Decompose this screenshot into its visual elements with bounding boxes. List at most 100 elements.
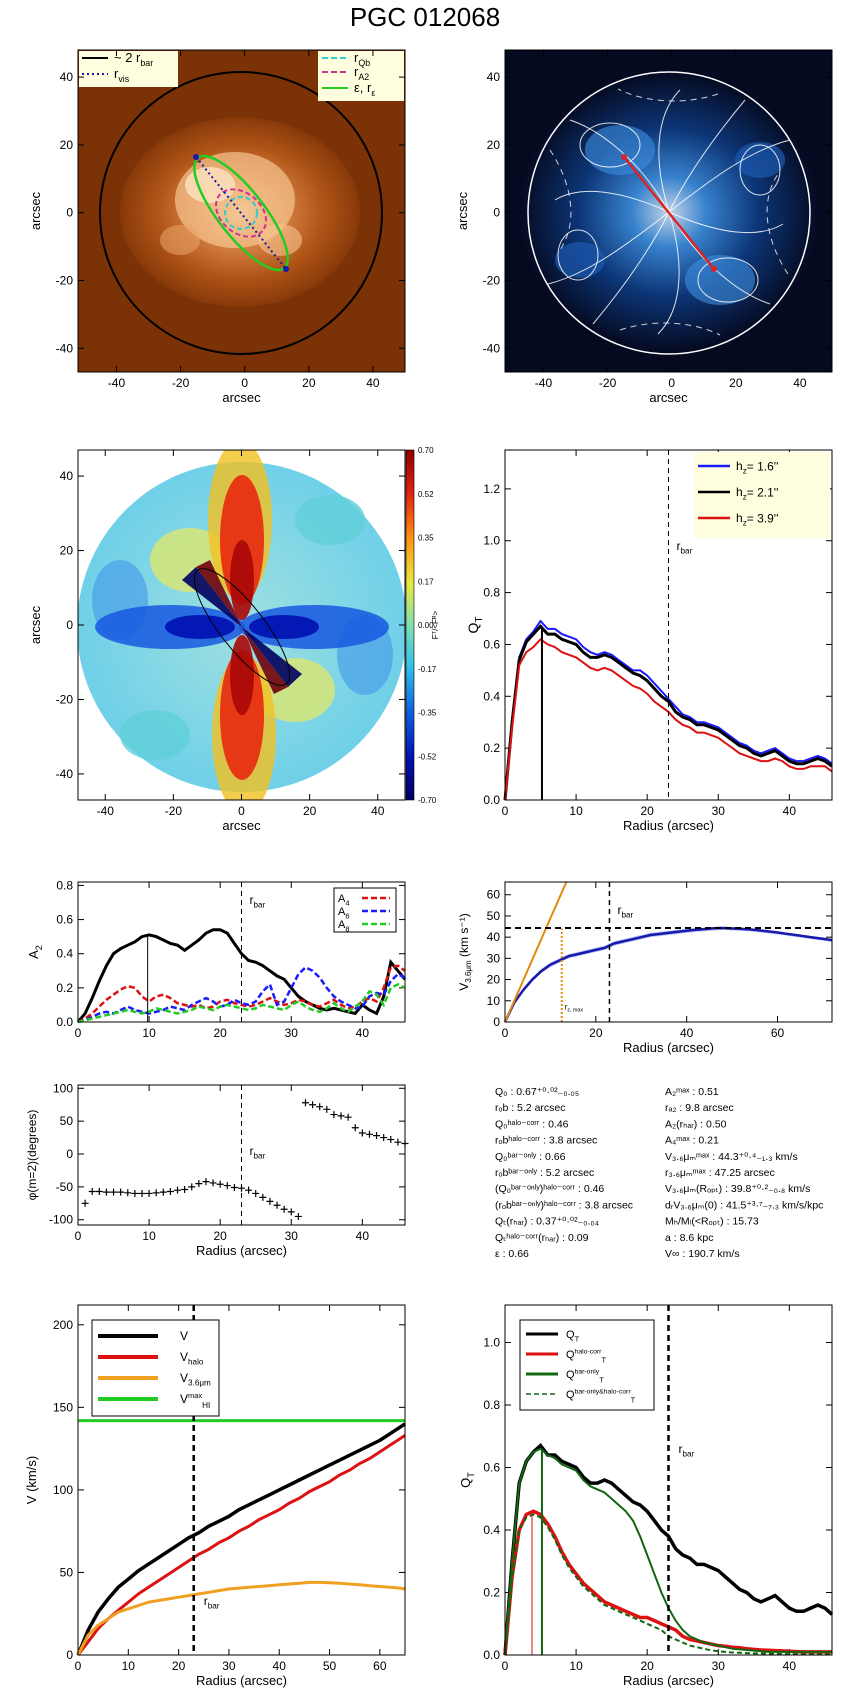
- x-tick-label: 0: [75, 1659, 82, 1673]
- y-tick-label: 50: [487, 909, 501, 923]
- plot-frame: [504, 449, 833, 801]
- y-tick-label: 100: [53, 1483, 73, 1497]
- y-tick-label: 0: [66, 1648, 73, 1662]
- two-rbar-circle: [99, 71, 383, 355]
- param-left: Qₜ(rₕₐᵣ) : 0.37⁺⁰·⁰²₋₀.₀₄: [495, 1216, 599, 1228]
- y-tick-label: 0.0: [483, 1648, 500, 1662]
- phase-point: [174, 1186, 182, 1194]
- r-bar-label: rbar: [250, 893, 266, 910]
- x-tick-label: 20: [729, 376, 743, 390]
- y-tick-label: 0: [66, 1147, 73, 1161]
- y-tick-label: 40: [487, 70, 501, 84]
- param-right: V∞ : 190.7 km/s: [665, 1248, 740, 1260]
- legend-label: Qbar-only&halo-corrT: [566, 1389, 636, 1405]
- series-line: [503, 624, 833, 801]
- y-tick-label: 0.2: [483, 1586, 500, 1600]
- x-tick-label: 60: [771, 1026, 785, 1040]
- y-tick-label: 0.8: [56, 878, 73, 892]
- x-tick-label: 10: [122, 1659, 136, 1673]
- x-tick-label: 0: [668, 376, 675, 390]
- plot-frame: [77, 881, 406, 1023]
- param-left: Q₀ : 0.67⁺⁰·⁰²₋₀.₀₅: [495, 1086, 579, 1098]
- legend-label: rvis: [114, 66, 130, 84]
- phase-point: [216, 1180, 224, 1188]
- phase-point: [110, 1188, 118, 1196]
- x-tick-label: 0: [238, 804, 245, 818]
- y-tick-label: 10: [487, 994, 501, 1008]
- phase-point: [245, 1186, 253, 1194]
- x-tick-label: 0: [502, 1026, 509, 1040]
- legend-label: V: [180, 1329, 188, 1343]
- colorbar-tick-label: -0.17: [418, 665, 437, 674]
- r-eps-max-label: rε, max: [565, 1002, 584, 1013]
- param-right: A₂(rₕₐᵣ) : 0.50: [665, 1118, 727, 1130]
- phase-point: [351, 1124, 359, 1132]
- param-right: V₃.₆μₘᵐᵃˣ : 44.3⁺⁰·⁴₋₁.₃ km/s: [665, 1151, 798, 1163]
- y-tick-label: 0.6: [483, 637, 500, 651]
- rvis-line: [195, 156, 287, 270]
- y-tick-label: 40: [60, 70, 74, 84]
- colorbar-label: Fᵀ/<Fᴿ>: [431, 610, 440, 639]
- y-tick-label: -40: [483, 341, 501, 355]
- legend-label: hz= 1.6'': [736, 459, 778, 476]
- x-axis-label: Radius (arcsec): [196, 1673, 287, 1688]
- x-tick-label: 30: [222, 1659, 236, 1673]
- x-tick-label: 20: [640, 804, 654, 818]
- phase-point: [358, 1129, 366, 1137]
- plot-frame: [77, 1304, 406, 1656]
- y-tick-label: -50: [56, 1180, 74, 1194]
- phase-point: [252, 1189, 260, 1197]
- colorbar-tick-label: 0.00: [418, 621, 434, 630]
- y-axis-label: A2: [26, 945, 44, 959]
- colorbar-tick-label: -0.70: [418, 796, 437, 805]
- phase-point: [181, 1186, 189, 1194]
- y-tick-label: -40: [56, 767, 74, 781]
- legend-label: A8: [338, 919, 350, 933]
- series-line: [76, 1434, 406, 1656]
- x-axis-label: Radius (arcsec): [623, 1040, 714, 1055]
- param-left: Q₀ʰᵃˡᵒ⁻ᶜᵒʳʳ : 0.46: [495, 1118, 569, 1130]
- series-line: [76, 1580, 406, 1656]
- phase-point: [117, 1188, 125, 1196]
- bar-end-marker: [621, 154, 627, 160]
- y-axis-label: arcsec: [28, 605, 43, 644]
- y-axis-label: QT: [465, 617, 485, 634]
- phase-point: [230, 1184, 238, 1192]
- phase-point: [380, 1134, 388, 1142]
- legend-label: ~ 2 rbar: [114, 50, 153, 68]
- axes-image: -40 -20 0 20 40 -40 -20 0 20 40 arcsec arcsec: [28, 50, 405, 405]
- r-bar-label: rbar: [679, 1442, 695, 1459]
- x-tick-label: 20: [172, 1659, 186, 1673]
- legend-label: Vhalo: [180, 1350, 204, 1367]
- param-left: Q₀ᵇᵃʳ⁻ᵒⁿˡʸ : 0.66: [495, 1151, 566, 1163]
- y-axis-label: arcsec: [455, 191, 470, 230]
- y-axis-label: φ(m=2)(degrees): [25, 1110, 39, 1201]
- rqb-circle: [224, 196, 258, 230]
- x-tick-label: 40: [371, 804, 385, 818]
- x-tick-label: 0: [241, 376, 248, 390]
- param-left: rₒbᵇᵃʳ⁻ᵒⁿˡʸ : 5.2 arcsec: [495, 1167, 594, 1179]
- series-line: [76, 1422, 406, 1656]
- param-right: a : 8.6 kpc: [665, 1232, 713, 1244]
- legend-label: Qhalo-corrT: [566, 1349, 606, 1365]
- phase-point: [280, 1205, 288, 1213]
- y-axis-label: V (km/s): [24, 1456, 39, 1504]
- y-tick-label: 0.8: [483, 586, 500, 600]
- x-tick-label: -40: [535, 376, 553, 390]
- inner-slope-line: [504, 881, 568, 1023]
- legend-label: hz= 3.9'': [736, 511, 778, 528]
- y-tick-label: 0.6: [483, 1461, 500, 1475]
- series-line: [504, 619, 833, 801]
- x-tick-label: -20: [165, 804, 183, 818]
- y-tick-label: 100: [53, 1081, 73, 1095]
- x-tick-label: 40: [783, 1659, 797, 1673]
- series-line: [77, 965, 406, 1024]
- x-axis-label: arcsec: [649, 390, 688, 405]
- param-right: A₄ᵐᵃˣ : 0.21: [665, 1135, 719, 1147]
- r-bar-label: rbar: [204, 1594, 220, 1611]
- phase-point: [294, 1212, 302, 1220]
- y-tick-label: 20: [60, 544, 74, 558]
- v36-error-band: [505, 926, 832, 1022]
